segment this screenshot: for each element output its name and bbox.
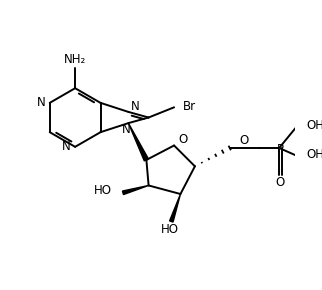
Text: HO: HO	[160, 223, 178, 236]
Polygon shape	[170, 194, 180, 222]
Text: NH₂: NH₂	[64, 53, 86, 66]
Text: HO: HO	[94, 184, 112, 197]
Polygon shape	[122, 186, 149, 195]
Text: O: O	[240, 134, 249, 147]
Text: O: O	[179, 133, 188, 146]
Text: N: N	[122, 123, 131, 136]
Text: OH: OH	[307, 148, 322, 161]
Text: P: P	[277, 143, 284, 156]
Text: N: N	[62, 140, 71, 153]
Text: N: N	[131, 100, 140, 113]
Text: Br: Br	[183, 100, 196, 113]
Text: N: N	[36, 96, 45, 109]
Text: OH: OH	[307, 119, 322, 133]
Text: O: O	[275, 176, 285, 189]
Polygon shape	[128, 123, 148, 161]
